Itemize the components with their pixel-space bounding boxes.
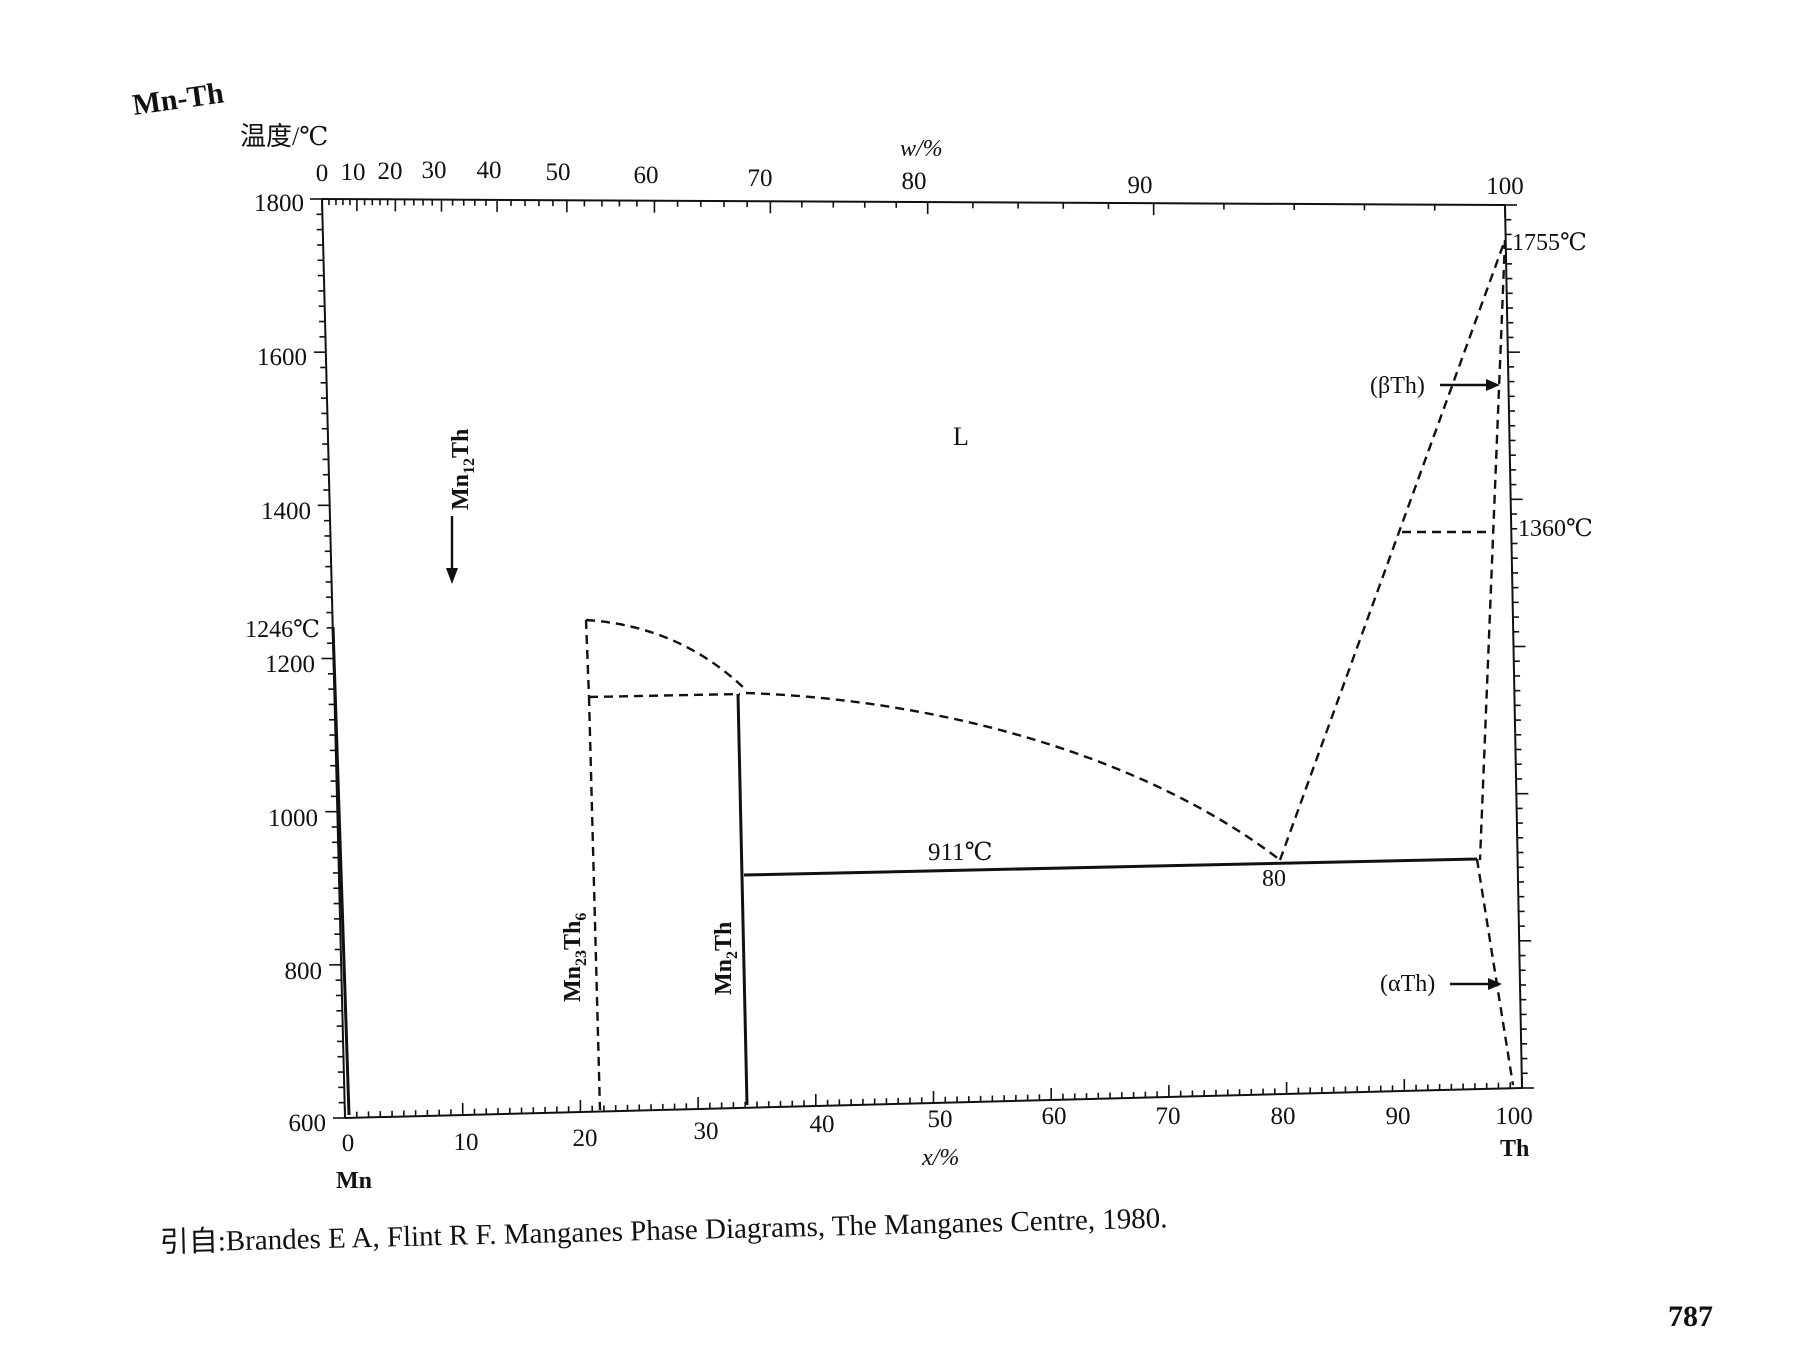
mn2th-base: Mn — [711, 959, 737, 995]
liquid-region-label: L — [953, 422, 969, 451]
top-tick-label: 40 — [477, 157, 502, 184]
alpha-th-arrow-head — [1488, 978, 1502, 990]
top-tick-label: 80 — [902, 168, 927, 195]
bottom-tick-label: 10 — [454, 1129, 479, 1156]
mn2th-element: Th — [711, 922, 737, 951]
bottom-tick-label: 0 — [342, 1130, 355, 1157]
top-tick-label: 50 — [546, 159, 571, 186]
th-melting-point-label: 1755℃ — [1512, 230, 1587, 256]
mn23th6-base: Mn — [560, 966, 586, 1002]
mn12th-base: Mn — [448, 474, 474, 510]
bottom-tick-label: 30 — [694, 1118, 719, 1145]
top-axis-label: w/% — [900, 136, 943, 162]
y-tick-label: 600 — [289, 1110, 327, 1137]
mn23th6-sub1: 23 — [573, 950, 590, 966]
eutectic-comp-label: 80 — [1262, 866, 1286, 892]
mn23th6-phase-label: Mn23Th6 — [560, 913, 590, 1002]
citation-text: 引自:Brandes E A, Flint R F. Manganes Phas… — [159, 1201, 1167, 1259]
mn12th-sub: 12 — [461, 458, 478, 474]
liquidus-curve-right — [1278, 239, 1507, 861]
th-transition-label: 1360℃ — [1518, 516, 1593, 542]
mn23th6-peritectic-horizontal — [588, 692, 741, 699]
top-tick-label: 10 — [341, 159, 366, 186]
bottom-tick-label: 20 — [573, 1125, 598, 1152]
top-tick-label: 60 — [634, 162, 659, 189]
eutectic-temp-label: 911℃ — [928, 839, 993, 866]
y-axis-label: 温度/℃ — [240, 122, 328, 151]
mn2th-sub: 2 — [724, 951, 741, 959]
bottom-axis-label: x/% — [921, 1145, 959, 1171]
y-tick-label: 800 — [285, 958, 323, 985]
bottom-tick-label: 40 — [810, 1111, 835, 1138]
y-tick-label: 1600 — [257, 344, 307, 371]
mn-melting-point-label: 1246℃ — [245, 617, 320, 643]
y-tick-label: 1400 — [261, 498, 311, 525]
bottom-tick-label: 100 — [1495, 1103, 1533, 1130]
system-title: Mn-Th — [130, 76, 226, 121]
top-tick-label: 20 — [378, 158, 403, 185]
page-number: 787 — [1668, 1300, 1713, 1333]
mn23th6-liquidus-dome — [585, 618, 747, 691]
beta-th-label: (βTh) — [1370, 373, 1425, 399]
tick-marks — [310, 198, 1534, 1119]
top-tick-label: 30 — [422, 157, 447, 184]
mn12th-phase-label: Mn12Th — [448, 429, 478, 510]
bottom-tick-label: 90 — [1386, 1103, 1411, 1130]
bottom-tick-label: 50 — [928, 1106, 953, 1133]
y-tick-label: 1000 — [268, 805, 318, 832]
top-tick-label: 70 — [748, 165, 773, 192]
bottom-tick-label: 70 — [1156, 1103, 1181, 1130]
th-solvus — [1475, 858, 1515, 1086]
mn12th-element: Th — [448, 429, 474, 458]
mn12th-arrow-head — [446, 568, 458, 584]
y-tick-labels: 1800 1600 1400 1200 1000 800 600 — [254, 190, 326, 1137]
beta-th-arrow-head — [1486, 379, 1500, 391]
liquidus-curve-left — [745, 691, 1281, 861]
mn23th6-element: Th — [560, 921, 586, 950]
bottom-tick-label: 60 — [1042, 1103, 1067, 1130]
bottom-tick-labels: 0 10 20 30 40 50 60 70 80 90 100 — [342, 1103, 1533, 1157]
mn23th6-sub2: 6 — [573, 913, 590, 921]
plot-frame — [321, 198, 1523, 1119]
mn2th-phase-label: Mn2Th — [711, 922, 741, 995]
mn2th-vertical — [736, 693, 749, 1106]
y-tick-label: 1800 — [254, 190, 304, 217]
top-tick-label: 100 — [1486, 173, 1524, 200]
y-tick-label: 1200 — [265, 651, 315, 678]
mn23th6-peritectic-left — [584, 619, 591, 698]
alpha-th-label: (αTh) — [1380, 971, 1435, 997]
top-tick-label: 90 — [1128, 172, 1153, 199]
bottom-tick-label: 80 — [1271, 1103, 1296, 1130]
element-mn-label: Mn — [336, 1168, 372, 1194]
mn23th6-vertical — [587, 696, 602, 1111]
top-tick-label: 0 — [316, 160, 329, 187]
eutectic-horizontal — [743, 857, 1478, 877]
th-solidus — [1478, 239, 1507, 861]
top-tick-labels: 0 10 20 30 40 50 60 70 80 90 100 — [316, 157, 1524, 200]
frame-top-edge — [321, 198, 1506, 206]
element-th-label: Th — [1500, 1136, 1529, 1162]
mn-solid-line — [331, 626, 351, 1116]
phase-boundaries — [331, 239, 1515, 1116]
